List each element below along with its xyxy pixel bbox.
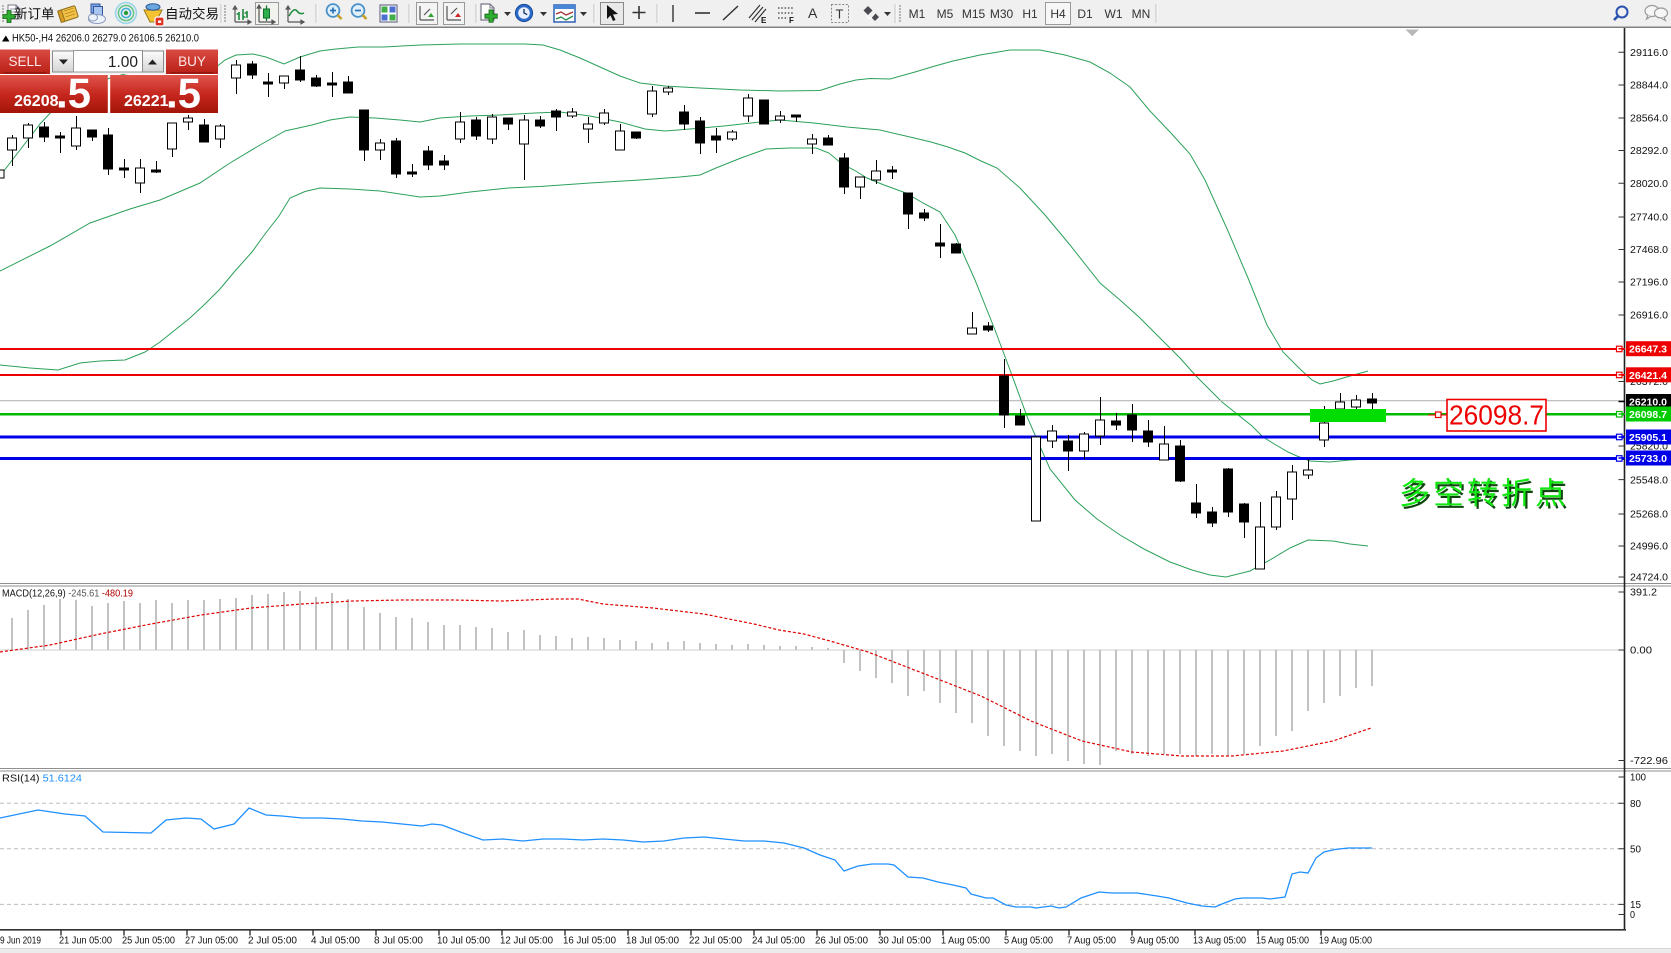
svg-text:27468.0: 27468.0 (1630, 245, 1668, 256)
svg-text:27 Jun 05:00: 27 Jun 05:00 (185, 936, 238, 947)
svg-text:26916.0: 26916.0 (1630, 311, 1668, 322)
svg-text:MACD(12,26,9) -245.61 -480.19: MACD(12,26,9) -245.61 -480.19 (2, 589, 133, 600)
svg-text:RSI(14) 51.6124: RSI(14) 51.6124 (2, 774, 82, 785)
svg-text:W1: W1 (1105, 7, 1123, 21)
svg-text:28020.0: 28020.0 (1630, 179, 1668, 190)
svg-text:100: 100 (1630, 773, 1646, 784)
svg-text:8 Jul 05:00: 8 Jul 05:00 (374, 936, 423, 947)
svg-text:30 Jul 05:00: 30 Jul 05:00 (878, 936, 931, 947)
svg-text:24724.0: 24724.0 (1630, 573, 1668, 584)
svg-text:19 Aug 05:00: 19 Aug 05:00 (1319, 936, 1372, 947)
svg-text:27196.0: 27196.0 (1630, 278, 1668, 289)
svg-text:22 Jul 05:00: 22 Jul 05:00 (689, 936, 742, 947)
svg-text:M15: M15 (962, 7, 986, 21)
svg-text:7 Aug 05:00: 7 Aug 05:00 (1067, 936, 1116, 947)
svg-text:T: T (836, 7, 844, 22)
svg-text:.5: .5 (166, 70, 201, 117)
svg-text:50: 50 (1630, 845, 1641, 856)
svg-text:26647.3: 26647.3 (1629, 345, 1667, 356)
svg-text:80: 80 (1630, 799, 1641, 810)
svg-text:D1: D1 (1077, 7, 1093, 21)
svg-text:26098.7: 26098.7 (1449, 400, 1544, 431)
svg-text:391.2: 391.2 (1630, 588, 1657, 599)
svg-text:25905.1: 25905.1 (1629, 433, 1667, 444)
svg-text:-722.96: -722.96 (1630, 756, 1668, 767)
svg-text:5 Aug 05:00: 5 Aug 05:00 (1004, 936, 1053, 947)
svg-text:1.00: 1.00 (108, 54, 139, 71)
svg-text:16 Jul 05:00: 16 Jul 05:00 (563, 936, 616, 947)
svg-text:25733.0: 25733.0 (1629, 454, 1667, 465)
svg-text:28564.0: 28564.0 (1630, 114, 1668, 125)
svg-text:4 Jul 05:00: 4 Jul 05:00 (311, 936, 360, 947)
svg-text:29116.0: 29116.0 (1630, 48, 1668, 59)
svg-text:0.00: 0.00 (1630, 646, 1652, 657)
svg-text:26098.7: 26098.7 (1629, 410, 1667, 421)
svg-text:24 Jul 05:00: 24 Jul 05:00 (752, 936, 805, 947)
svg-text:25268.0: 25268.0 (1630, 510, 1668, 521)
svg-text:25 Jun 05:00: 25 Jun 05:00 (122, 936, 175, 947)
svg-text:M1: M1 (909, 7, 926, 21)
svg-text:24996.0: 24996.0 (1630, 542, 1668, 553)
svg-text:28844.0: 28844.0 (1630, 81, 1668, 92)
svg-text:26210.0: 26210.0 (1629, 398, 1667, 409)
svg-text:13 Aug 05:00: 13 Aug 05:00 (1193, 936, 1246, 947)
svg-text:H1: H1 (1022, 7, 1038, 21)
svg-text:E: E (761, 16, 767, 25)
svg-text:26372.0: 26372.0 (1630, 377, 1668, 388)
svg-text:H4: H4 (1050, 7, 1066, 21)
svg-text:15 Aug 05:00: 15 Aug 05:00 (1256, 936, 1309, 947)
svg-text:18 Jul 05:00: 18 Jul 05:00 (626, 936, 679, 947)
svg-text:SELL: SELL (8, 54, 42, 69)
svg-text:26208: 26208 (14, 93, 59, 110)
svg-text:26 Jul 05:00: 26 Jul 05:00 (815, 936, 868, 947)
svg-text:9 Aug 05:00: 9 Aug 05:00 (1130, 936, 1179, 947)
svg-text:M5: M5 (937, 7, 954, 21)
svg-text:9 Jun 2019: 9 Jun 2019 (0, 936, 41, 947)
svg-text:10 Jul 05:00: 10 Jul 05:00 (437, 936, 490, 947)
svg-text:26421.4: 26421.4 (1629, 371, 1667, 382)
svg-text:28292.0: 28292.0 (1630, 146, 1668, 157)
svg-text:A: A (808, 5, 818, 21)
svg-text:.5: .5 (56, 70, 91, 117)
svg-text:2 Jul 05:00: 2 Jul 05:00 (248, 936, 297, 947)
svg-text:26221: 26221 (124, 93, 169, 110)
svg-text:1 Aug 05:00: 1 Aug 05:00 (941, 936, 990, 947)
svg-text:25820.0: 25820.0 (1630, 442, 1668, 453)
svg-text:M30: M30 (990, 7, 1014, 21)
svg-text:BUY: BUY (178, 54, 206, 69)
svg-text:27740.0: 27740.0 (1630, 213, 1668, 224)
svg-text:15: 15 (1630, 900, 1641, 911)
svg-text:25548.0: 25548.0 (1630, 475, 1668, 486)
svg-text:F: F (789, 16, 794, 25)
svg-text:21 Jun 05:00: 21 Jun 05:00 (59, 936, 112, 947)
svg-text:12 Jul 05:00: 12 Jul 05:00 (500, 936, 553, 947)
svg-text:HK50-,H4 26206.0 26279.0 2610: HK50-,H4 26206.0 26279.0 26106.5 26210.0 (12, 33, 199, 45)
svg-text:MN: MN (1132, 7, 1151, 21)
svg-text:0: 0 (1630, 910, 1635, 921)
